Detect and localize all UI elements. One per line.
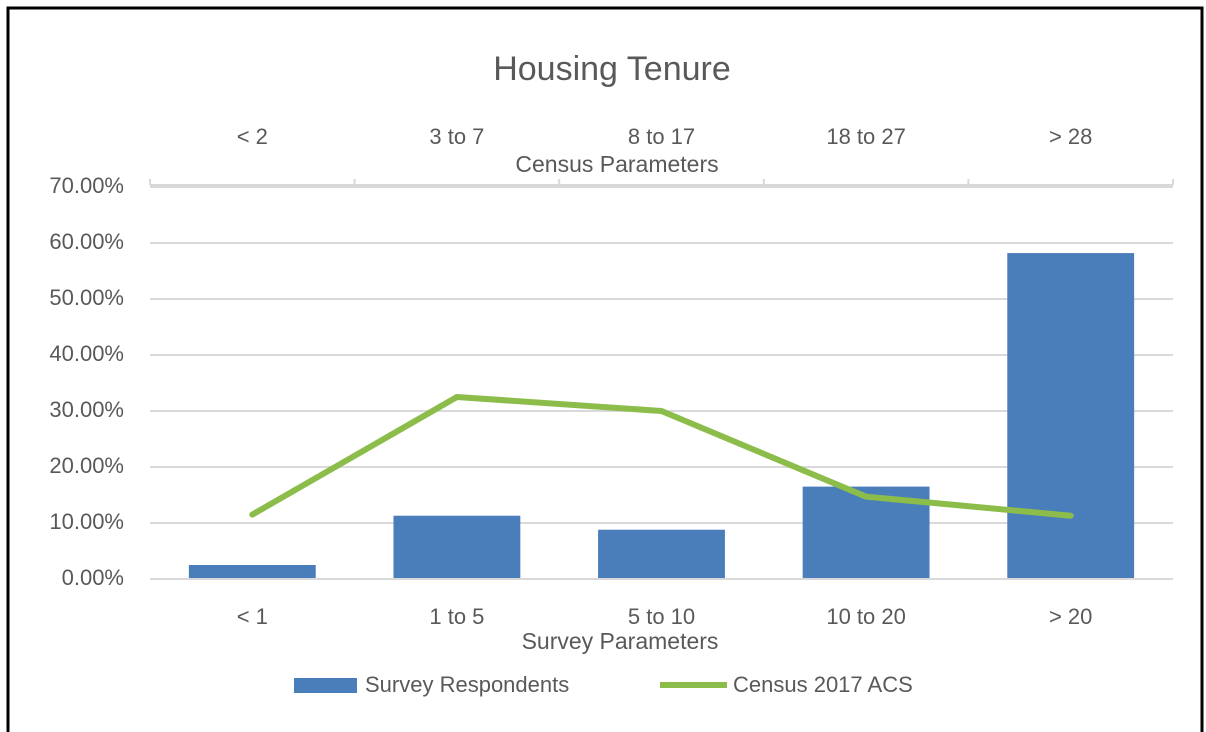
y-tick-label: 10.00% [49, 509, 124, 534]
legend-label: Survey Respondents [365, 672, 569, 697]
x2-tick-label: 3 to 7 [429, 124, 484, 149]
y-tick-label: 50.00% [49, 285, 124, 310]
line [249, 394, 1074, 519]
x-tick-label: < 1 [237, 604, 268, 629]
x2-tick-label: < 2 [237, 124, 268, 149]
bar [1007, 253, 1135, 579]
x2-tick-label: > 28 [1049, 124, 1092, 149]
x2-axis-title: Census Parameters [515, 151, 718, 177]
x2-tick-label: 18 to 27 [826, 124, 906, 149]
x2-tick-label: 8 to 17 [628, 124, 695, 149]
frame [6, 6, 1204, 732]
y-tick-label: 40.00% [49, 341, 124, 366]
x-tick-label: 10 to 20 [826, 604, 906, 629]
x-tick-label: 5 to 10 [628, 604, 695, 629]
x-tick-label: 1 to 5 [429, 604, 484, 629]
x-tick-label: > 20 [1049, 604, 1092, 629]
y-tick-label: 70.00% [49, 173, 124, 198]
legend-label: Census 2017 ACS [733, 672, 913, 697]
y-tick-label: 20.00% [49, 453, 124, 478]
bar [598, 529, 725, 579]
bar [188, 565, 316, 579]
y-tick-label: 60.00% [49, 229, 124, 254]
y-tick-label: 0.00% [62, 565, 124, 590]
chart-title: Housing Tenure [493, 50, 731, 88]
legend-swatch [294, 678, 357, 693]
x-axis-title: Survey Parameters [522, 628, 719, 654]
y-tick-label: 30.00% [49, 397, 124, 422]
bar [393, 515, 521, 579]
